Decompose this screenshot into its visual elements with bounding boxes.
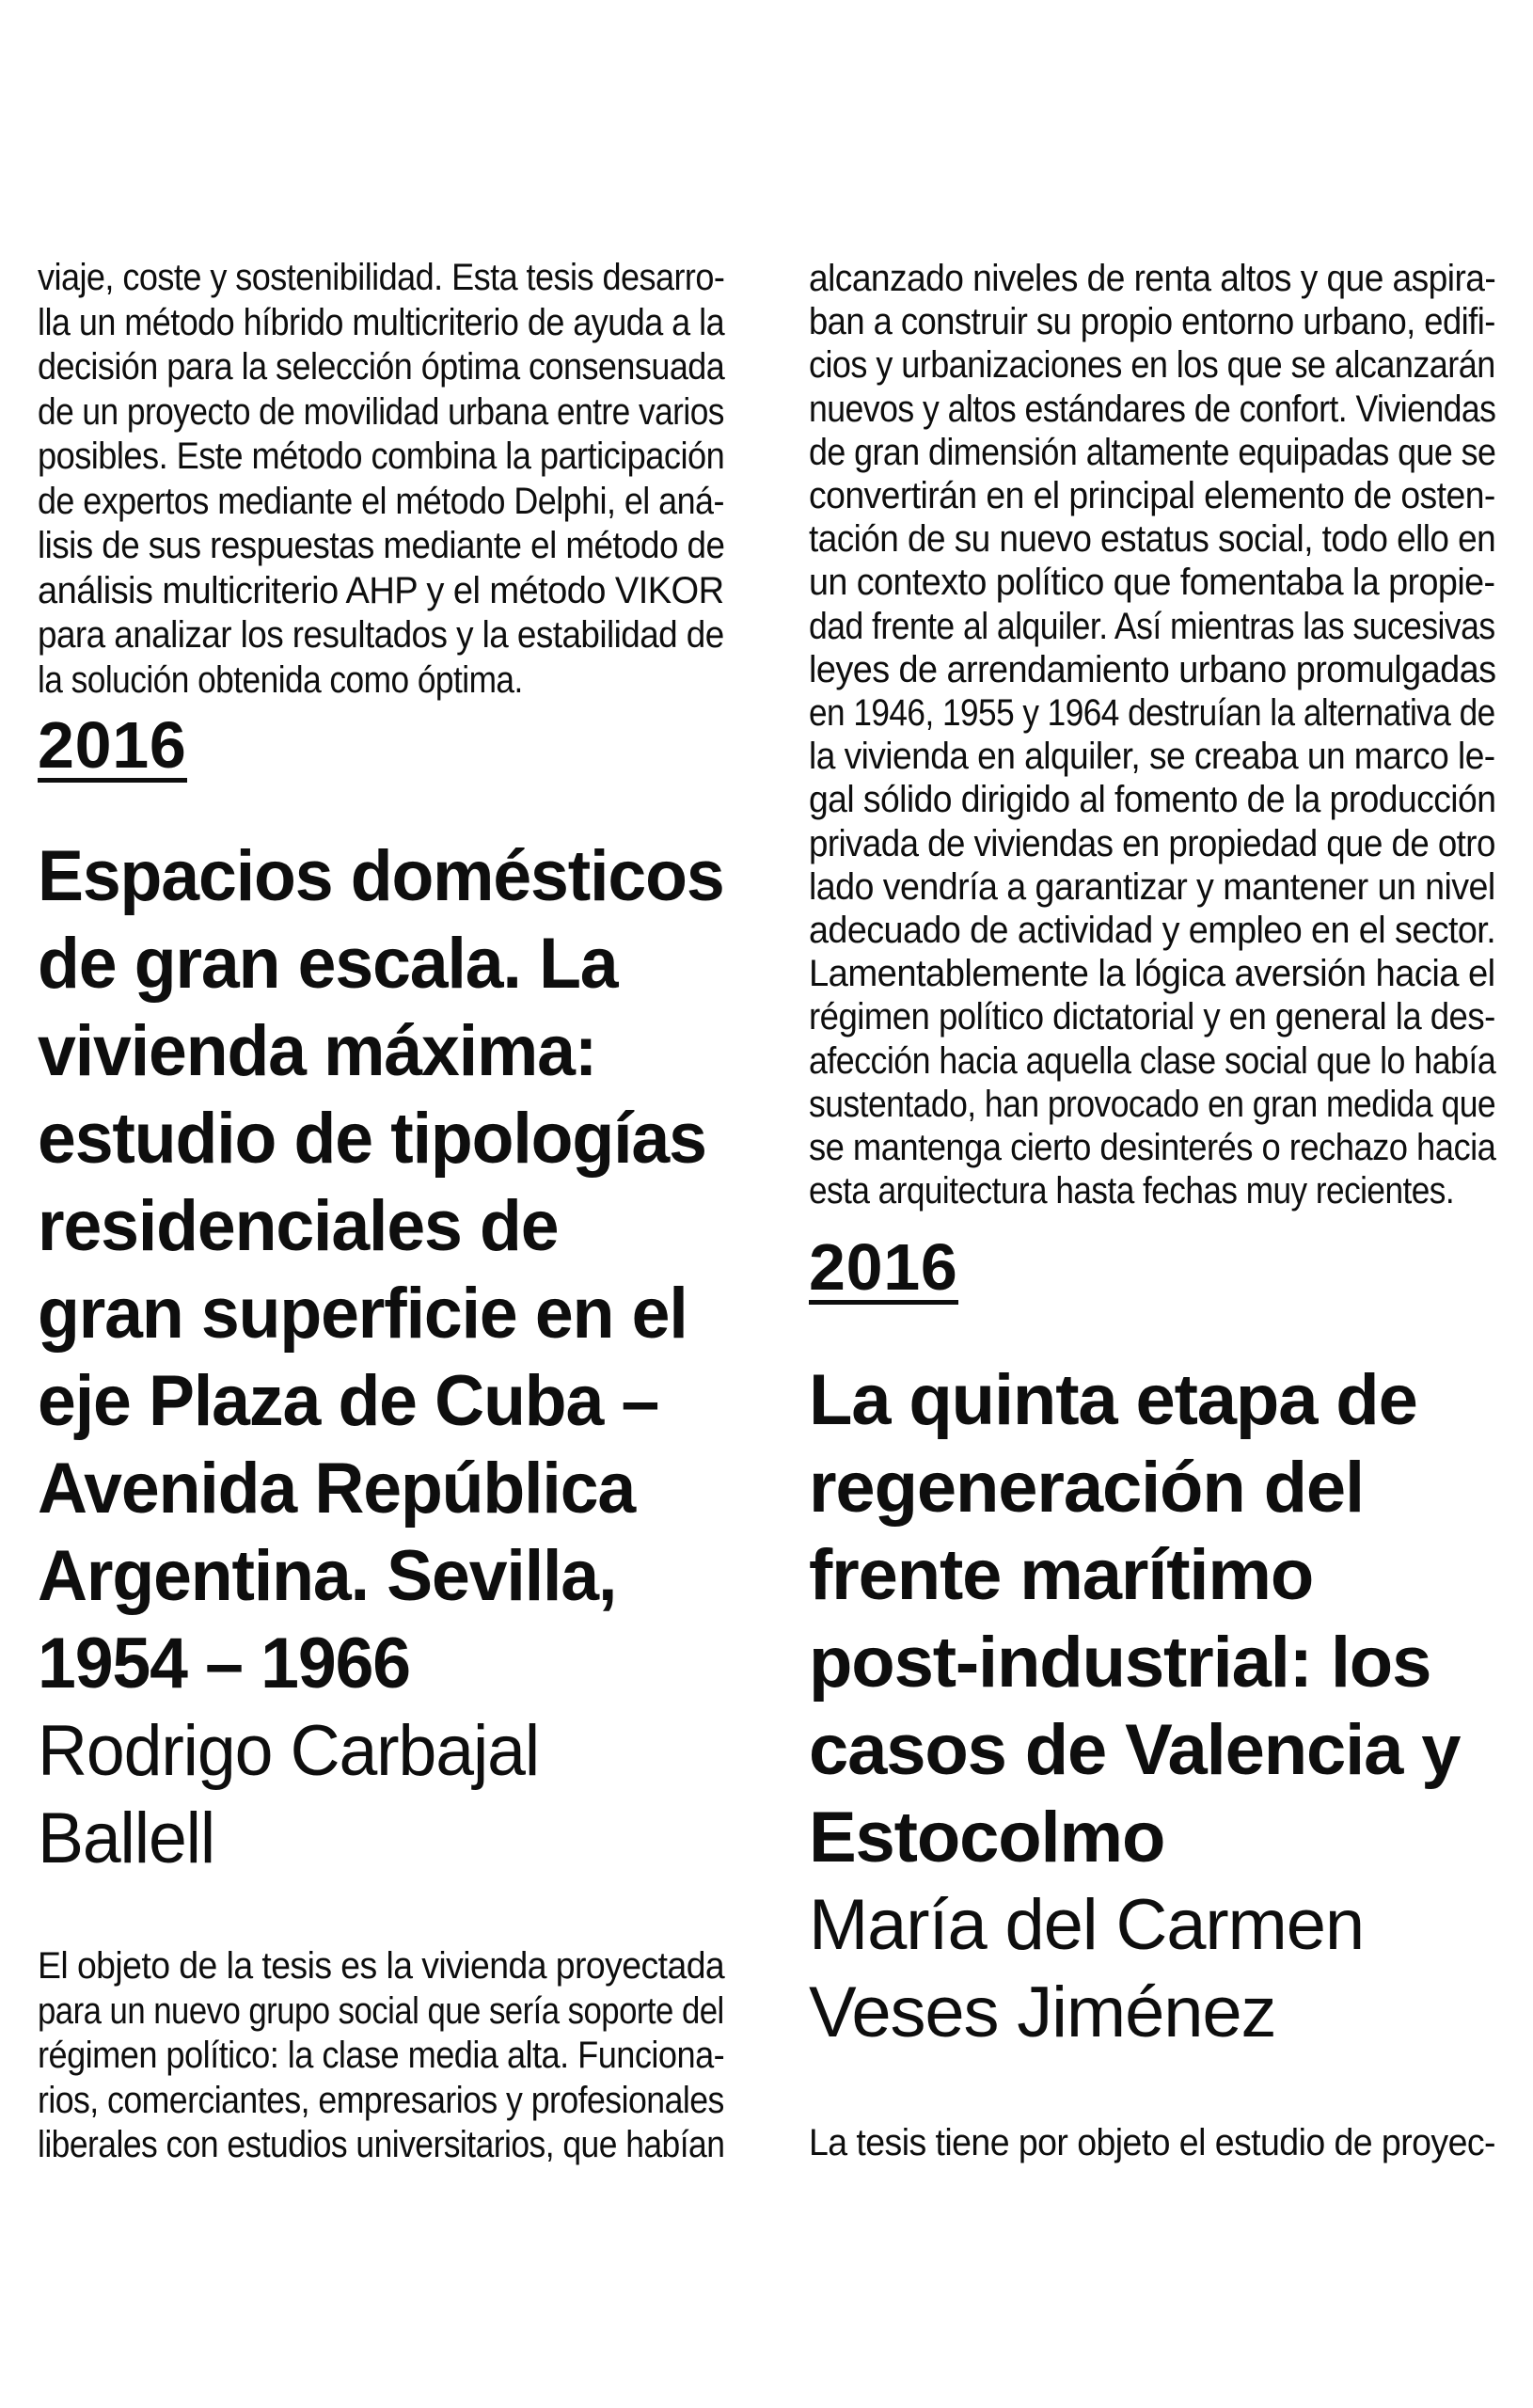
text-line: Veses Jiménez bbox=[809, 1972, 1276, 2052]
right-intro-paragraph: alcanzado niveles de renta altos y que a… bbox=[809, 257, 1496, 1212]
left-entry-title-author: Espacios domésticos de gran escala. La viv… bbox=[38, 832, 725, 1882]
text-line: viaje, coste y sostenibilidad. Esta tesi… bbox=[38, 257, 725, 298]
text-line: dad frente al alquiler. Así mientras las… bbox=[809, 605, 1495, 647]
text-line: lado vendría a garantizar y mantener un … bbox=[809, 865, 1495, 908]
text-line: un contexto político que fomentaba la pr… bbox=[809, 562, 1495, 604]
text-line: alcanzado niveles de renta altos y que a… bbox=[809, 258, 1496, 299]
left-body-paragraph: El objeto de la tesis es la vivienda pro… bbox=[38, 1944, 725, 2168]
text-line: afección hacia aquella clase social que … bbox=[809, 1039, 1496, 1082]
text-line: privada de viviendas en propiedad que de… bbox=[809, 822, 1495, 864]
text-line: la solución obtenida como óptima. bbox=[38, 658, 523, 701]
text-line: convertirán en el principal elemento de … bbox=[809, 475, 1495, 517]
text-line: gran superficie en el bbox=[38, 1274, 688, 1354]
text-line: Rodrigo Carbajal bbox=[38, 1711, 540, 1791]
text-line: para analizar los resultados y la estabi… bbox=[38, 614, 724, 656]
text-line: residenciales de bbox=[38, 1186, 560, 1266]
text-line: El objeto de la tesis es la vivienda pro… bbox=[38, 1945, 725, 1987]
text-line: análisis multicriterio AHP y el método V… bbox=[38, 569, 724, 611]
text-line: Argentina. Sevilla, bbox=[38, 1536, 617, 1616]
text-line: régimen político dictatorial y en genera… bbox=[809, 996, 1495, 1038]
text-line: para un nuevo grupo social que sería sop… bbox=[38, 1989, 724, 2032]
text-line: esta arquitectura hasta fechas muy recie… bbox=[809, 1170, 1455, 1212]
text-line: Espacios domésticos bbox=[38, 836, 725, 916]
text-line: nuevos y altos estándares de confort. Vi… bbox=[809, 388, 1496, 430]
left-year-heading-wrap: 2016 bbox=[38, 712, 724, 783]
entry-title: La quinta etapa de regeneración del frente… bbox=[809, 1356, 1495, 1881]
text-line: se mantenga cierto desinterés o rechazo … bbox=[809, 1127, 1496, 1169]
text-line: posibles. Este método combina la partici… bbox=[38, 436, 725, 477]
text-line: ban a construir su propio entorno urbano… bbox=[809, 301, 1495, 343]
year-heading: 2016 bbox=[809, 1230, 958, 1305]
text-line: Lamentablemente la lógica aversión hacia… bbox=[809, 953, 1495, 995]
text-line: vivienda máxima: bbox=[38, 1011, 597, 1091]
text-line: 1954 – 1966 bbox=[38, 1624, 411, 1703]
text-line: régimen político: la clase media alta. F… bbox=[38, 2035, 725, 2076]
text-line: decisión para la selección óptima consen… bbox=[38, 346, 725, 388]
text-line: La quinta etapa de bbox=[809, 1360, 1418, 1440]
text-line: cios y urbanizaciones en los que se alca… bbox=[809, 344, 1495, 387]
text-line: estudio de tipologías bbox=[38, 1099, 707, 1179]
right-year-heading-wrap: 2016 bbox=[809, 1234, 1495, 1305]
text-line: casos de Valencia y bbox=[809, 1710, 1462, 1790]
text-line: eje Plaza de Cuba – bbox=[38, 1361, 659, 1441]
left-column: viaje, coste y sostenibilidad. Esta tesi… bbox=[38, 0, 725, 2408]
text-line: tación de su nuevo estatus social, todo … bbox=[809, 518, 1496, 561]
text-line: la vivienda en alquiler, se creaba un ma… bbox=[809, 736, 1495, 778]
right-column: alcanzado niveles de renta altos y que a… bbox=[809, 0, 1496, 2408]
text-line: adecuado de actividad y empleo en el sec… bbox=[809, 910, 1496, 952]
text-line: frente marítimo bbox=[809, 1535, 1314, 1615]
text-line: regeneración del bbox=[809, 1448, 1365, 1528]
right-body-paragraph: La tesis tiene por objeto el estudio de … bbox=[809, 2121, 1496, 2166]
text-line: de gran dimensión altamente equipadas qu… bbox=[809, 431, 1496, 473]
left-intro-paragraph: viaje, coste y sostenibilidad. Esta tesi… bbox=[38, 256, 725, 703]
text-line: Avenida República bbox=[38, 1449, 636, 1529]
text-line: Ballell bbox=[38, 1798, 215, 1878]
entry-author: Rodrigo Carbajal Ballell bbox=[38, 1707, 724, 1882]
text-line: de un proyecto de movilidad urbana entre… bbox=[38, 390, 724, 433]
entry-title: Espacios domésticos de gran escala. La viv… bbox=[38, 832, 725, 1707]
entry-author: María del Carmen Veses Jiménez bbox=[809, 1881, 1495, 2056]
text-line: lisis de sus respuestas mediante el méto… bbox=[38, 525, 725, 566]
text-line: sustentado, han provocado en gran medida… bbox=[809, 1083, 1496, 1125]
right-entry-title-author: La quinta etapa de regeneración del frente… bbox=[809, 1356, 1495, 2056]
text-line: rios, comerciantes, empresarios y profes… bbox=[38, 2079, 724, 2121]
text-line: María del Carmen bbox=[809, 1885, 1365, 1965]
text-line: La tesis tiene por objeto el estudio de … bbox=[809, 2122, 1496, 2163]
text-line: post-industrial: los bbox=[809, 1623, 1431, 1703]
text-line: en 1946, 1955 y 1964 destruían la altern… bbox=[809, 692, 1495, 735]
text-line: leyes de arrendamiento urbano promulgada… bbox=[809, 648, 1496, 690]
text-line: lla un método híbrido multicriterio de a… bbox=[38, 301, 725, 343]
text-line: de expertos mediante el método Delphi, e… bbox=[38, 480, 724, 522]
year-heading: 2016 bbox=[38, 708, 187, 783]
text-line: de gran escala. La bbox=[38, 924, 619, 1004]
text-line: Estocolmo bbox=[809, 1798, 1165, 1877]
text-line: liberales con estudios universitarios, q… bbox=[38, 2124, 725, 2165]
text-line: gal sólido dirigido al fomento de la pro… bbox=[809, 779, 1496, 821]
